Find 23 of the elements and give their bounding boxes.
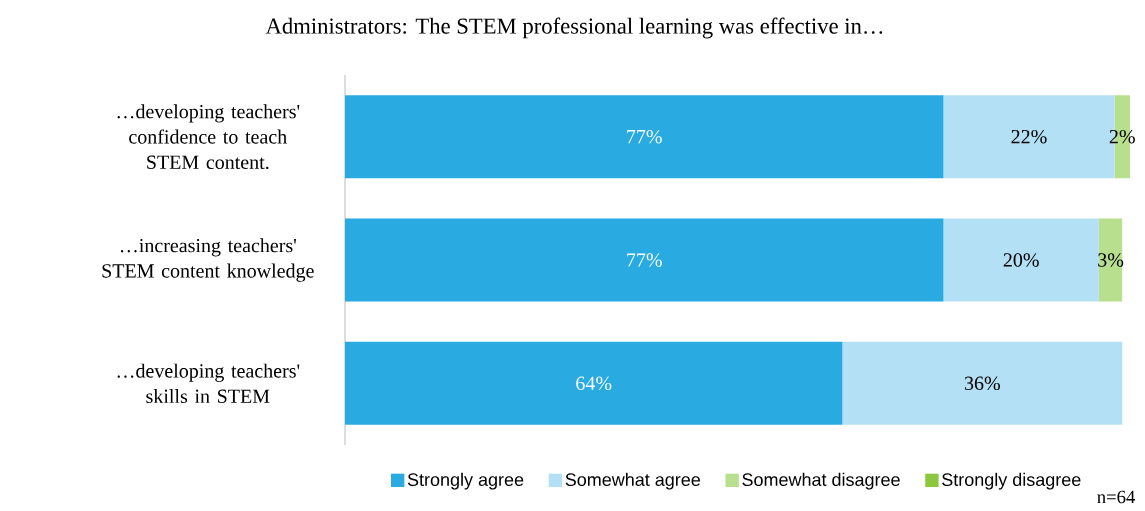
data-label: 77% xyxy=(627,253,662,267)
legend-label: Strongly agree xyxy=(407,472,524,490)
legend-label: Somewhat agree xyxy=(565,472,700,490)
y-tick-label: …increasing teachers' STEM content knowledge xyxy=(102,238,314,282)
bar xyxy=(943,218,1099,302)
data-label: 3% xyxy=(1098,253,1124,267)
bar xyxy=(345,95,944,179)
data-label: 22% xyxy=(1011,129,1047,144)
legend-label: Somewhat disagree xyxy=(742,472,900,490)
y-tick-label: …developing teachers' confidence to teach STEM content. xyxy=(117,104,300,170)
bar xyxy=(345,218,944,302)
data-label: 20% xyxy=(1003,253,1039,267)
data-label: 77% xyxy=(627,129,662,144)
chart-title: Administrators: The STEM professional learning was effective in… xyxy=(265,17,883,39)
text: n=64 xyxy=(1097,490,1136,504)
data-label: 2% xyxy=(1109,129,1135,144)
data-label: 36% xyxy=(964,376,1000,391)
bar xyxy=(1098,218,1123,302)
y-tick-label: …developing teachers' skills in STEM xyxy=(117,363,300,404)
bar xyxy=(842,341,1123,425)
bar xyxy=(345,341,843,425)
data-label: 64% xyxy=(576,376,612,391)
legend-label: Strongly disagree xyxy=(942,472,1081,490)
